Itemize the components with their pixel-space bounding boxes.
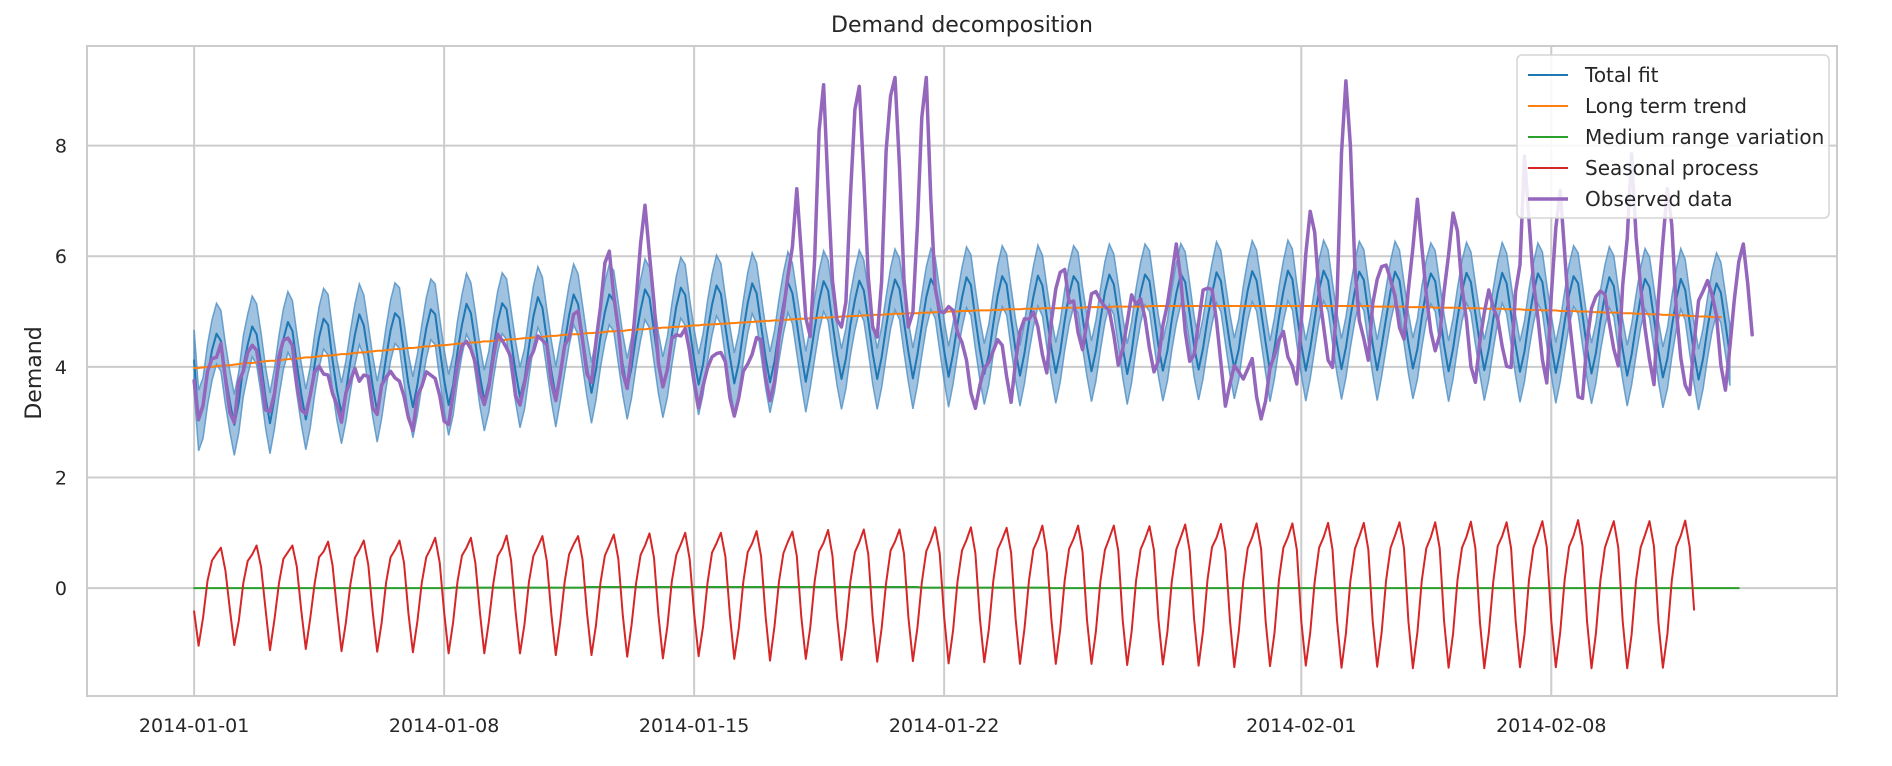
y-tick-label: 0 bbox=[55, 578, 67, 600]
y-tick-labels: 0 2 4 6 8 bbox=[55, 136, 67, 601]
x-tick-label: 2014-01-08 bbox=[389, 715, 499, 737]
total-fit-band bbox=[193, 237, 1731, 456]
y-tick-label: 6 bbox=[55, 246, 67, 268]
x-tick-label: 2014-01-22 bbox=[889, 715, 999, 737]
chart-title: Demand decomposition bbox=[831, 13, 1093, 38]
x-tick-label: 2014-02-08 bbox=[1496, 715, 1606, 737]
series-line-observed-data bbox=[192, 75, 1754, 433]
series-line-seasonal-process bbox=[193, 519, 1696, 670]
y-tick-label: 4 bbox=[55, 357, 67, 379]
legend-box bbox=[1516, 54, 1830, 219]
x-tick-labels: 2014-01-01 2014-01-08 2014-01-15 2014-01-22… bbox=[139, 715, 1607, 737]
series-line-total-fit bbox=[193, 269, 1731, 426]
y-tick-label: 2 bbox=[55, 467, 67, 489]
legend-label-long-term-trend: Long term trend bbox=[1585, 94, 1747, 118]
series-lines bbox=[192, 75, 1754, 670]
y-axis-title: Demand bbox=[22, 326, 47, 419]
legend: Total fit Long term trend Medium range var… bbox=[1516, 54, 1830, 219]
x-tick-label: 2014-02-01 bbox=[1246, 715, 1356, 737]
legend-label-seasonal-process: Seasonal process bbox=[1585, 156, 1759, 180]
legend-label-total-fit: Total fit bbox=[1584, 63, 1659, 87]
legend-label-medium-range-variation: Medium range variation bbox=[1585, 125, 1824, 149]
x-tick-label: 2014-01-15 bbox=[639, 715, 749, 737]
x-tick-label: 2014-01-01 bbox=[139, 715, 249, 737]
y-tick-label: 8 bbox=[55, 136, 67, 158]
legend-label-observed-data: Observed data bbox=[1585, 187, 1733, 211]
total-fit-uncertainty-band bbox=[193, 237, 1731, 456]
series-line-medium-range-variation bbox=[193, 586, 1740, 590]
plot-frame bbox=[86, 45, 1838, 697]
